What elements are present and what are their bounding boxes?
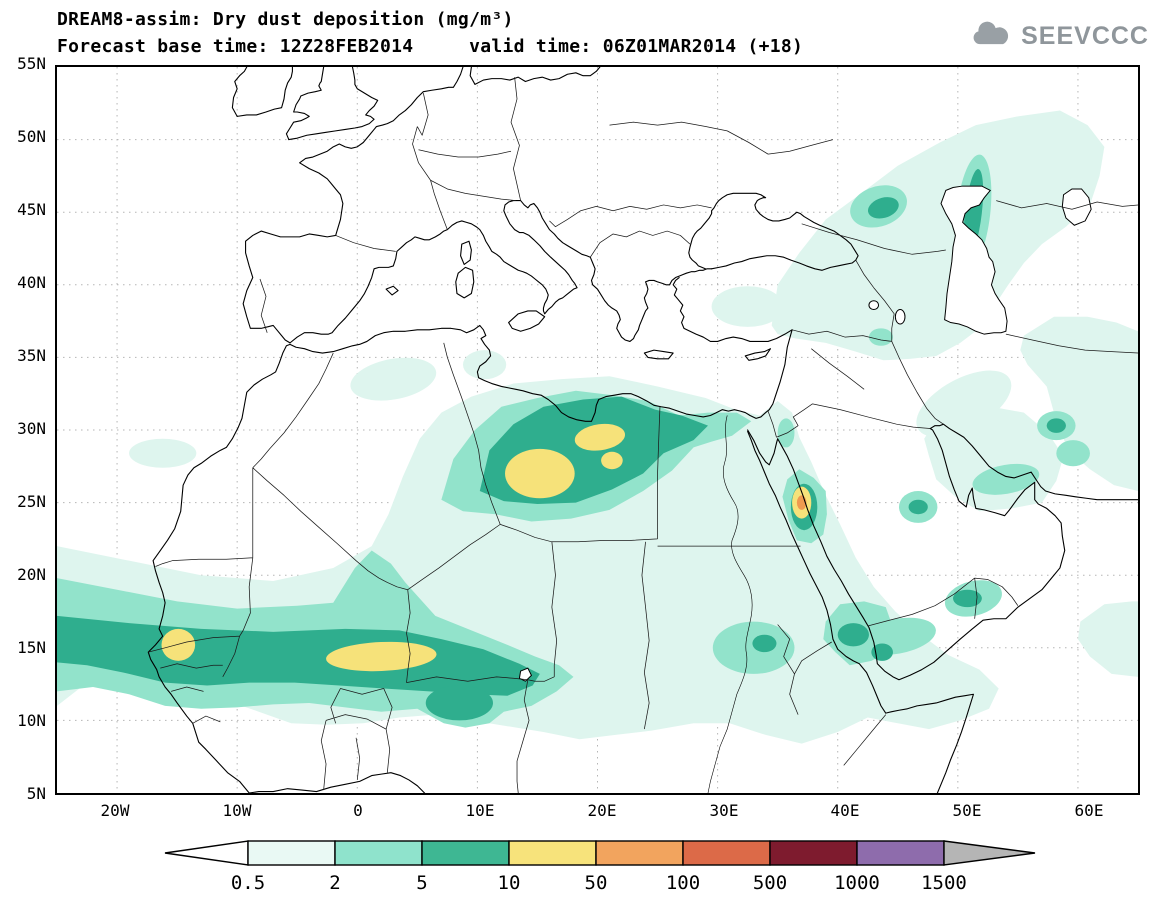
lat-tick-label: 15N bbox=[17, 638, 46, 657]
colorbar-label: 1500 bbox=[921, 872, 967, 894]
colorbar-label: 10 bbox=[497, 872, 521, 894]
colorbar-label: 1000 bbox=[834, 872, 880, 894]
lon-tick-label: 20E bbox=[587, 801, 617, 820]
colorbar-segment bbox=[247, 840, 336, 866]
lon-tick-label: 0 bbox=[353, 801, 363, 820]
lon-tick-label: 60E bbox=[1074, 801, 1104, 820]
colorbar-segment bbox=[595, 840, 684, 866]
colorbar-scale bbox=[164, 840, 1036, 866]
colorbar-left-arrow bbox=[164, 840, 249, 866]
lat-tick-label: 35N bbox=[17, 346, 46, 365]
dust-layer-10-50 bbox=[161, 423, 812, 672]
title-block: DREAM8-assim: Dry dust deposition (mg/m³… bbox=[57, 6, 803, 60]
lat-tick-label: 25N bbox=[17, 492, 46, 511]
colorbar-segment bbox=[421, 840, 510, 866]
seevccc-logo: SEEVCCC bbox=[968, 20, 1149, 52]
colorbar-label: 2 bbox=[329, 872, 341, 894]
page-title: DREAM8-assim: Dry dust deposition (mg/m³… bbox=[57, 9, 514, 30]
colorbar-segment bbox=[508, 840, 597, 866]
lat-tick-label: 30N bbox=[17, 419, 46, 438]
map-plot-area bbox=[55, 65, 1140, 795]
colorbar-segment bbox=[682, 840, 771, 866]
colorbar-label: 0.5 bbox=[230, 872, 266, 894]
rivers bbox=[708, 415, 752, 793]
lat-tick-label: 10N bbox=[17, 711, 46, 730]
cloud-logo-icon bbox=[968, 20, 1014, 52]
lat-tick-label: 45N bbox=[17, 200, 46, 219]
logo-text: SEEVCCC bbox=[1021, 21, 1149, 50]
lat-tick-label: 40N bbox=[17, 273, 46, 292]
colorbar-legend: 0.5 2 5 10 50 100 500 1000 1500 bbox=[160, 838, 1040, 902]
lon-tick-label: 40E bbox=[830, 801, 860, 820]
country-borders bbox=[148, 77, 1138, 793]
colorbar-segment bbox=[856, 840, 945, 866]
colorbar-label: 100 bbox=[665, 872, 701, 894]
lon-tick-label: 30E bbox=[709, 801, 739, 820]
lat-tick-label: 55N bbox=[17, 54, 46, 73]
lat-tick-label: 5N bbox=[26, 784, 46, 803]
coastlines bbox=[148, 67, 1138, 793]
lon-tick-label: 10E bbox=[465, 801, 495, 820]
colorbar-label: 5 bbox=[416, 872, 428, 894]
forecast-time-line: Forecast base time: 12Z28FEB2014 valid t… bbox=[57, 36, 804, 57]
inland-seas bbox=[519, 186, 1091, 681]
colorbar-label: 50 bbox=[584, 872, 608, 894]
colorbar-label: 500 bbox=[752, 872, 788, 894]
colorbar-segment bbox=[769, 840, 858, 866]
lon-tick-label: 10W bbox=[222, 801, 252, 820]
dust-map bbox=[57, 67, 1138, 793]
lon-tick-label: 50E bbox=[952, 801, 982, 820]
lon-tick-label: 20W bbox=[100, 801, 130, 820]
colorbar-segment bbox=[334, 840, 423, 866]
lat-tick-label: 20N bbox=[17, 565, 46, 584]
colorbar-right-arrow bbox=[943, 840, 1036, 866]
lat-tick-label: 50N bbox=[17, 127, 46, 146]
